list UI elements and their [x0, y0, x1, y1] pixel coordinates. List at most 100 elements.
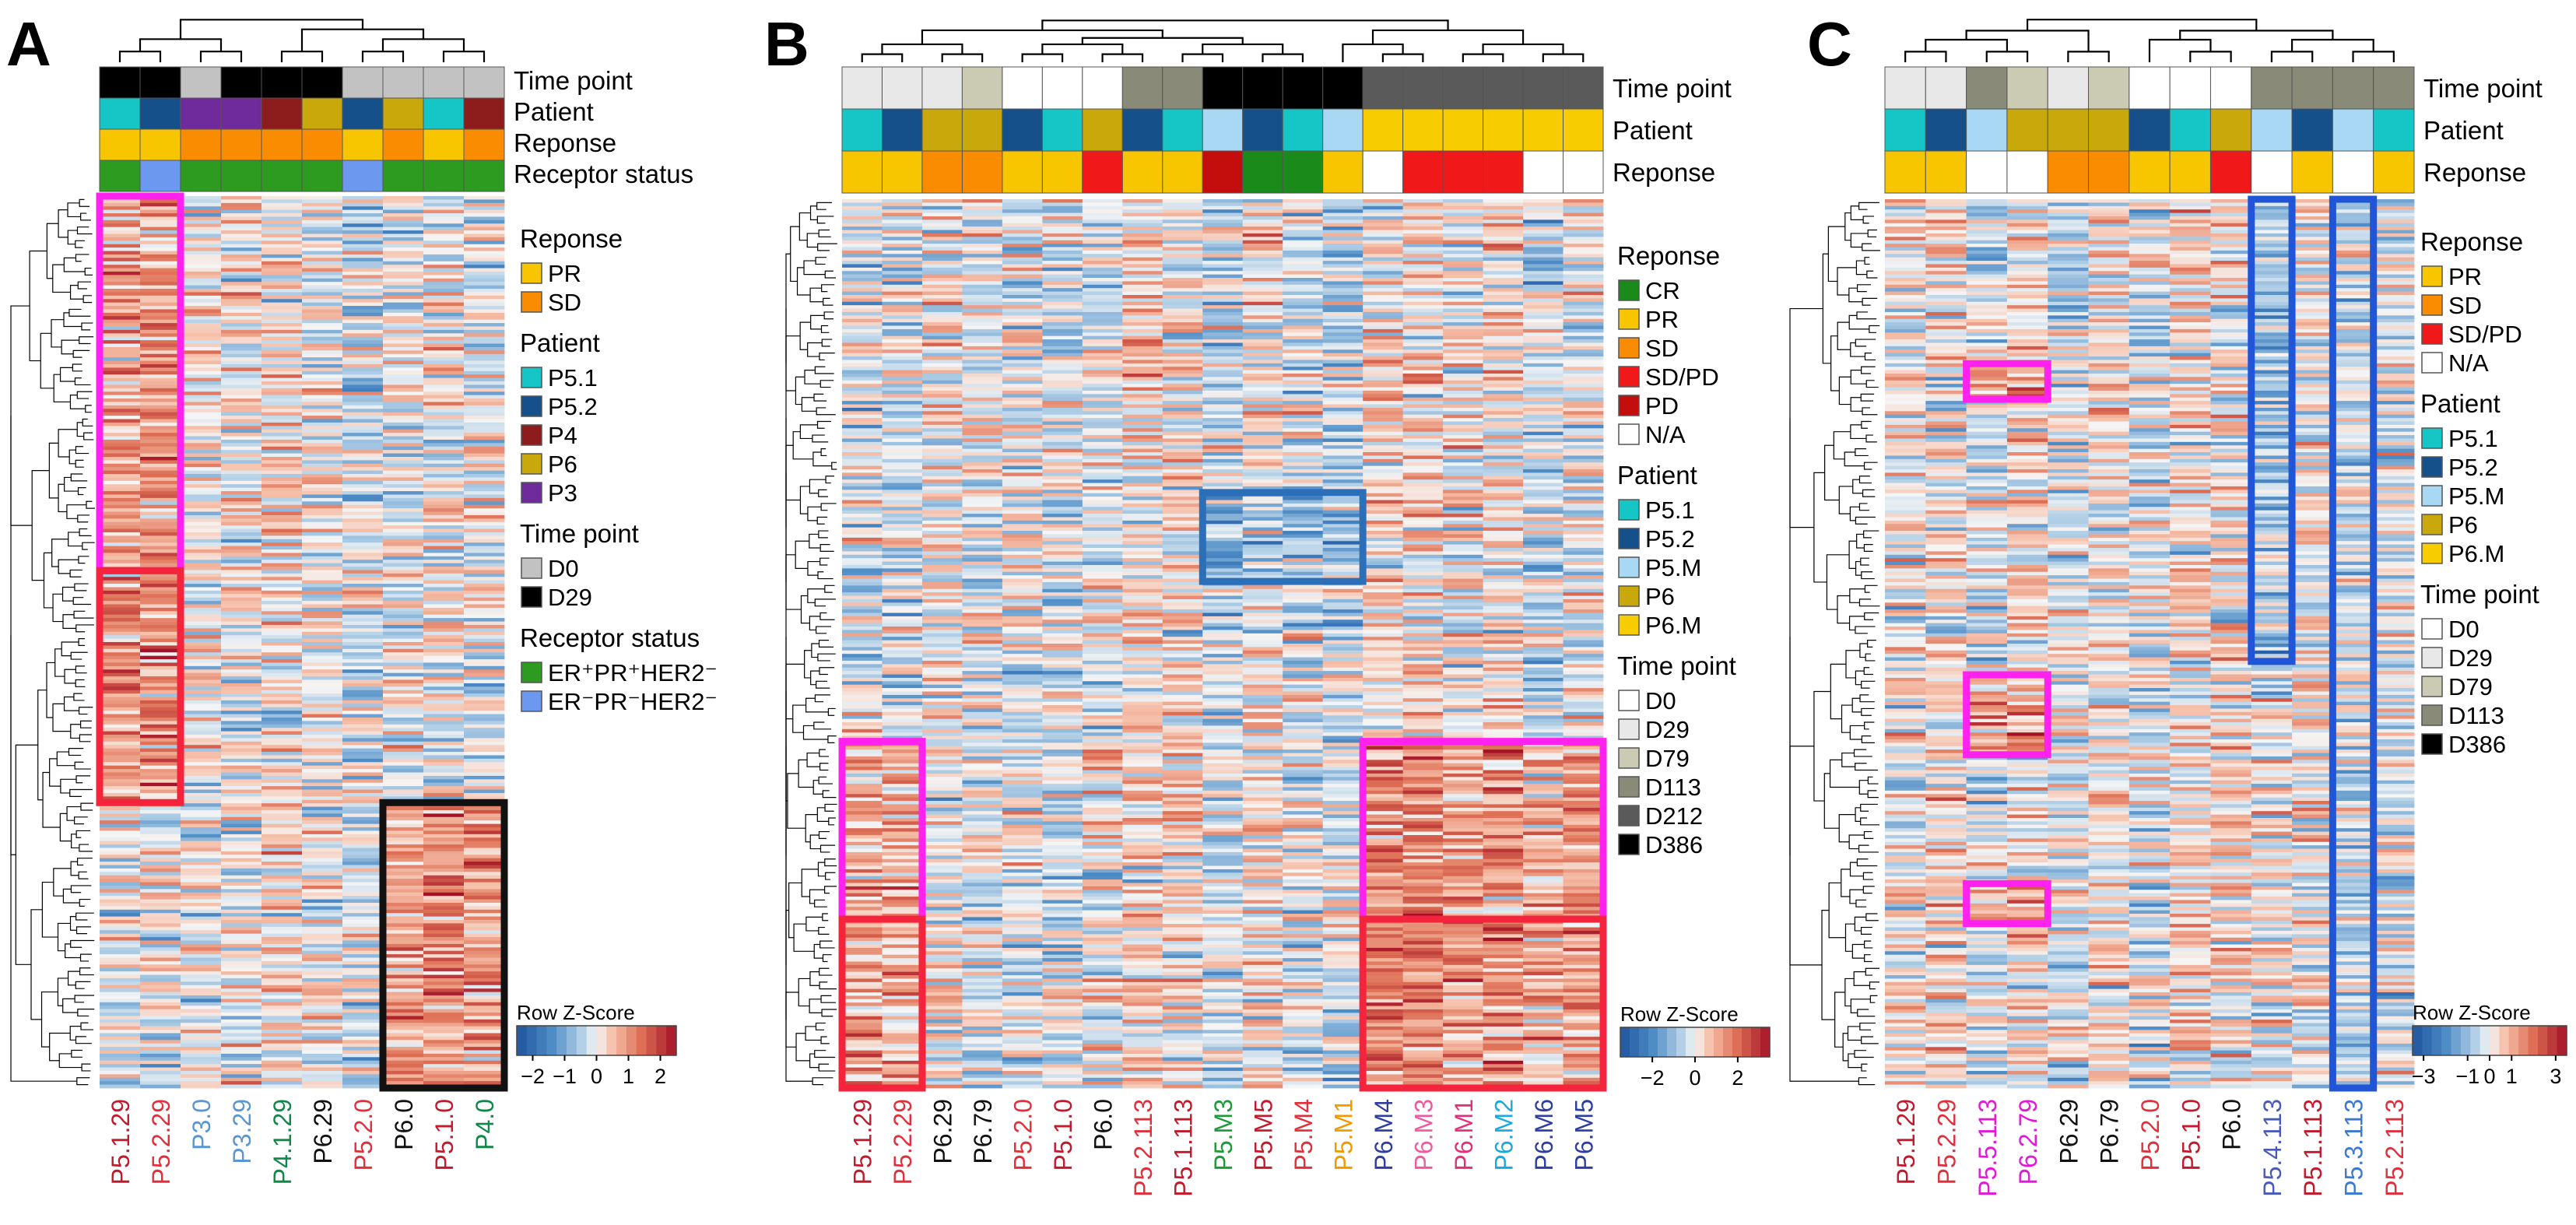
heatmap-cell	[1363, 311, 1404, 316]
heatmap-cell	[1322, 291, 1363, 296]
heatmap-cell	[261, 391, 303, 396]
heatmap-cell	[140, 268, 181, 272]
heatmap-cell	[181, 868, 222, 872]
heatmap-cell	[302, 872, 343, 876]
heatmap-cell	[842, 346, 883, 350]
heatmap-cell	[383, 340, 424, 344]
heatmap-cell	[464, 930, 505, 935]
legend-label: P4	[548, 422, 577, 449]
heatmap-cell	[140, 631, 181, 636]
heatmap-cell	[302, 954, 343, 958]
heatmap-cell	[1242, 510, 1283, 514]
heatmap-cell	[1162, 247, 1203, 251]
heatmap-cell	[1402, 202, 1444, 207]
heatmap-cell	[221, 433, 262, 437]
heatmap-cell	[423, 480, 465, 485]
heatmap-cell	[100, 1006, 141, 1010]
heatmap-cell	[261, 367, 303, 372]
heatmap-cell	[100, 933, 141, 938]
heatmap-cell	[383, 487, 424, 492]
heatmap-cell	[1483, 311, 1524, 316]
heatmap-cell	[464, 906, 505, 911]
heatmap-cell	[1523, 486, 1563, 490]
heatmap-cell	[342, 738, 384, 742]
heatmap-cell	[464, 923, 505, 928]
heatmap-cell	[1563, 486, 1604, 490]
heatmap-cell	[100, 422, 141, 426]
heatmap-cell	[1283, 469, 1324, 473]
heatmap-cell	[842, 377, 883, 381]
heatmap-cell	[962, 531, 1003, 535]
heatmap-cell	[261, 974, 303, 979]
heatmap-cell	[342, 926, 384, 931]
heatmap-cell	[221, 443, 262, 448]
heatmap-cell	[1322, 322, 1363, 326]
heatmap-cell	[423, 584, 465, 588]
heatmap-cell	[383, 964, 424, 969]
heatmap-cell	[383, 789, 424, 794]
heatmap-cell	[221, 532, 262, 536]
heatmap-cell	[302, 240, 343, 245]
heatmap-cell	[882, 486, 923, 490]
heatmap-cell	[1483, 367, 1524, 371]
heatmap-cell	[423, 570, 465, 574]
heatmap-cell	[423, 199, 465, 204]
heatmap-cell	[342, 209, 384, 214]
heatmap-cell	[423, 532, 465, 536]
heatmap-cell	[1443, 497, 1483, 500]
heatmap-cell	[261, 329, 303, 334]
heatmap-cell	[1402, 349, 1444, 354]
heatmap-cell	[464, 752, 505, 756]
heatmap-cell	[140, 1070, 181, 1075]
heatmap-cell	[882, 387, 923, 391]
heatmap-cell	[181, 957, 222, 962]
heatmap-cell	[1162, 219, 1203, 224]
color-key: Row Z-Score−2 −1 0 1 2	[516, 1001, 677, 1088]
heatmap-cell	[221, 752, 262, 756]
heatmap-cell	[1322, 458, 1363, 463]
heatmap-cell	[423, 728, 465, 732]
heatmap-cell	[1082, 469, 1123, 473]
heatmap-cell	[464, 902, 505, 907]
heatmap-cell	[1122, 209, 1163, 213]
heatmap-cell	[342, 841, 384, 845]
heatmap-cell	[1283, 380, 1324, 384]
heatmap-cell	[383, 265, 424, 269]
heatmap-cell	[100, 254, 141, 258]
heatmap-cell	[1002, 524, 1043, 528]
heatmap-cell	[423, 628, 465, 633]
heatmap-cell	[181, 1030, 222, 1034]
heatmap-cell	[882, 261, 923, 265]
heatmap-cell	[100, 765, 141, 770]
heatmap-cell	[221, 450, 262, 454]
heatmap-cell	[882, 346, 923, 350]
annotation-cell-time	[1563, 66, 1604, 110]
heatmap-cell	[302, 384, 343, 389]
heatmap-cell	[1363, 397, 1404, 402]
heatmap-cell	[261, 967, 303, 972]
heatmap-cell	[1402, 377, 1444, 381]
heatmap-cell	[1202, 500, 1244, 504]
heatmap-cell	[221, 872, 262, 876]
heatmap-cell	[464, 580, 505, 584]
heatmap-cell	[921, 514, 963, 518]
heatmap-cell	[1042, 428, 1083, 433]
heatmap-cell	[1363, 367, 1404, 371]
heatmap-cell	[342, 765, 384, 770]
heatmap-cell	[1082, 346, 1123, 350]
heatmap-cell	[1082, 315, 1123, 320]
heatmap-cell	[221, 704, 262, 708]
heatmap-cell	[962, 384, 1003, 388]
heatmap-cell	[342, 282, 384, 286]
heatmap-cell	[342, 501, 384, 506]
heatmap-cell	[342, 913, 384, 918]
heatmap-cell	[261, 947, 303, 952]
dendrogram-branch	[818, 830, 830, 839]
heatmap-cell	[181, 789, 222, 794]
heatmap-cell	[100, 906, 141, 911]
heatmap-cell	[423, 711, 465, 714]
heatmap-cell	[221, 806, 262, 811]
heatmap-cell	[464, 265, 505, 269]
heatmap-cell	[1162, 264, 1203, 269]
heatmap-cell	[962, 458, 1003, 463]
